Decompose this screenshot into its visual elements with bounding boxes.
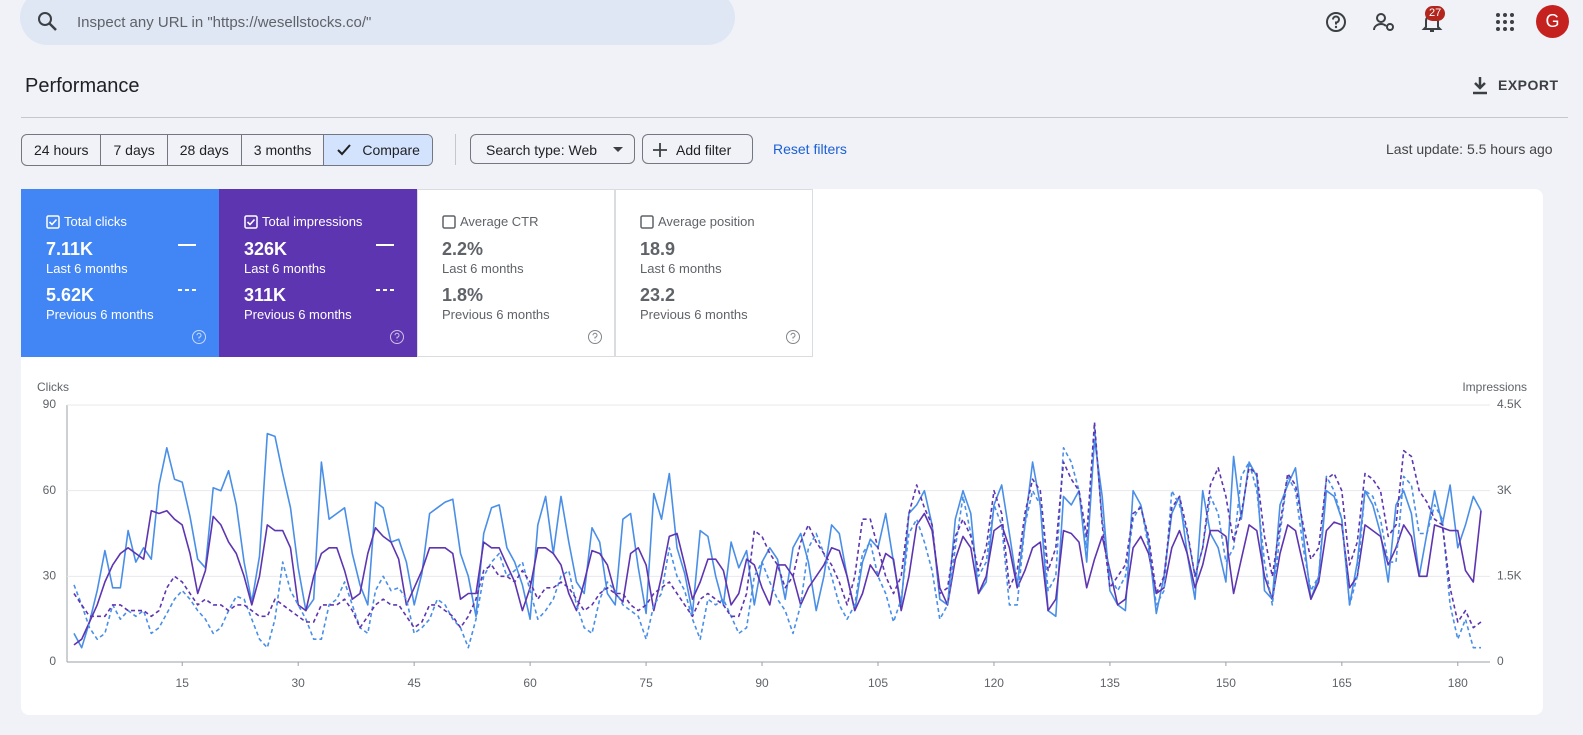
help-icon bbox=[192, 330, 206, 344]
checkbox-box bbox=[640, 215, 654, 229]
export-button[interactable]: EXPORT bbox=[1498, 77, 1559, 93]
help-icon bbox=[786, 330, 800, 344]
metric-tile[interactable]: Total impressions 326K Last 6 months 311K Pr… bbox=[219, 189, 417, 357]
metric-tile[interactable]: Average position 18.9 Last 6 months 23.2 Pre… bbox=[615, 189, 813, 357]
compare-label: Compare bbox=[362, 142, 420, 158]
separator bbox=[455, 134, 456, 165]
help-circle bbox=[786, 330, 800, 344]
dropdown-icon bbox=[613, 147, 623, 152]
check-icon bbox=[337, 144, 352, 156]
notification-badge: 27 bbox=[1425, 6, 1446, 21]
metric-current-label: Last 6 months bbox=[244, 261, 326, 276]
help-mark bbox=[196, 332, 202, 341]
add-filter-chip[interactable]: Add filter bbox=[642, 134, 753, 164]
checkbox-box bbox=[46, 215, 60, 229]
search-type-chip[interactable]: Search type: Web bbox=[470, 134, 635, 164]
metric-name: Average position bbox=[658, 214, 755, 229]
metric-current-label: Last 6 months bbox=[640, 261, 722, 276]
metric-previous: 23.2 bbox=[640, 285, 676, 305]
metric-current-label: Last 6 months bbox=[442, 261, 524, 276]
checkbox-check bbox=[48, 218, 58, 226]
line-legend bbox=[376, 244, 394, 291]
last-update: Last update: 5.5 hours ago bbox=[1386, 141, 1553, 157]
apps-icon[interactable] bbox=[1494, 11, 1516, 33]
range-button[interactable]: 28 days bbox=[168, 135, 242, 165]
metric-previous: 311K bbox=[244, 285, 287, 305]
add-filter-label: Add filter bbox=[676, 142, 732, 158]
divider bbox=[21, 117, 1568, 118]
metric-name: Average CTR bbox=[460, 214, 539, 229]
metric-current: 18.9 bbox=[640, 239, 676, 259]
range-button[interactable]: 3 months bbox=[242, 135, 325, 165]
checkbox-box bbox=[442, 215, 456, 229]
metric-previous-label: Previous 6 months bbox=[442, 307, 550, 322]
help-mark bbox=[790, 332, 796, 341]
help-circle bbox=[192, 330, 206, 344]
checkbox-check bbox=[246, 218, 256, 226]
range-button[interactable]: 24 hours bbox=[22, 135, 102, 165]
download-icon bbox=[1473, 77, 1487, 95]
help-circle bbox=[588, 330, 602, 344]
metric-previous-label: Previous 6 months bbox=[640, 307, 748, 322]
help-mark bbox=[394, 332, 400, 341]
metric-current: 326K bbox=[244, 239, 288, 259]
help-icon bbox=[588, 330, 602, 344]
users-icon[interactable] bbox=[1372, 10, 1396, 34]
help-circle bbox=[390, 330, 404, 344]
metric-previous-label: Previous 6 months bbox=[244, 307, 352, 322]
checkbox bbox=[640, 215, 654, 229]
metric-name: Total impressions bbox=[262, 214, 363, 229]
range-button[interactable]: 7 days bbox=[101, 135, 168, 165]
metric-current: 7.11K bbox=[46, 239, 94, 259]
help-icon[interactable] bbox=[1324, 10, 1348, 34]
avatar[interactable]: G bbox=[1536, 5, 1569, 38]
line-legend bbox=[178, 244, 196, 291]
plus-icon bbox=[653, 143, 667, 157]
checkbox bbox=[244, 215, 258, 229]
reset-filters[interactable]: Reset filters bbox=[773, 141, 847, 157]
date-range-group: 24 hours 7 days 28 days 3 months Compare bbox=[21, 134, 433, 166]
metric-current-label: Last 6 months bbox=[46, 261, 128, 276]
search-placeholder: Inspect any URL in "https://wesellstocks… bbox=[77, 14, 372, 31]
metric-previous-label: Previous 6 months bbox=[46, 307, 154, 322]
compare-button[interactable]: Compare bbox=[324, 135, 432, 165]
help-icon bbox=[390, 330, 404, 344]
page-title: Performance bbox=[25, 75, 140, 97]
metric-previous: 5.62K bbox=[46, 285, 95, 305]
metric-tile[interactable]: Average CTR 2.2% Last 6 months 1.8% Previous… bbox=[417, 189, 615, 357]
search-bar[interactable] bbox=[20, 0, 735, 45]
metric-tile[interactable]: Total clicks 7.11K Last 6 months 5.62K Previ… bbox=[21, 189, 219, 357]
checkbox bbox=[46, 215, 60, 229]
metric-previous: 1.8% bbox=[442, 285, 484, 305]
checkbox bbox=[442, 215, 456, 229]
help-mark bbox=[592, 332, 598, 341]
search-icon bbox=[38, 12, 57, 31]
checkbox-box bbox=[244, 215, 258, 229]
search-type-label: Search type: Web bbox=[486, 142, 598, 158]
metric-current: 2.2% bbox=[442, 239, 484, 259]
metric-name: Total clicks bbox=[64, 214, 127, 229]
